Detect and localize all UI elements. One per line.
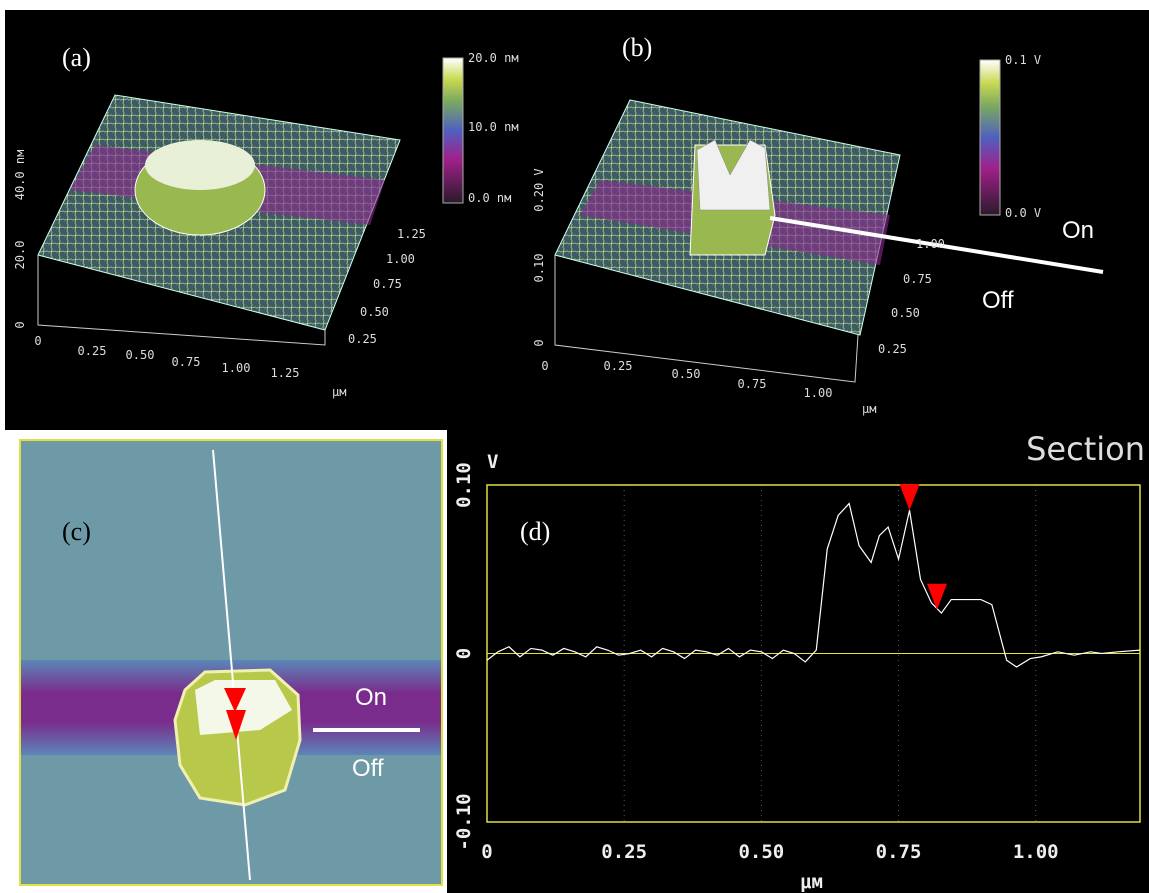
y-axis-label: V [487,451,498,473]
x-tick-label: 0 [541,359,548,373]
panel-label: (c) [62,517,91,546]
z-tick-label: 0 [532,339,546,346]
x-tick-label: 0.75 [738,377,767,391]
unit-label: μм [332,385,346,399]
x-tick-label: 0 [34,334,41,348]
y-tick-label: 1.25 [397,227,426,241]
x-tick-label: 0.75 [876,841,922,863]
y-tick-label: 0.25 [348,332,377,346]
x-tick-label: 1.00 [804,386,833,400]
z-tick-label: 40.0 nм [13,150,27,201]
section-background [447,430,1149,893]
panel-label: (a) [62,43,91,72]
y-tick-label: 0 [453,648,475,659]
y-tick-label: 0.25 [878,342,907,356]
chart-title: Section [1026,430,1145,468]
colorbar-label: 20.0 nм [468,51,519,65]
y-tick-label: 0.10 [453,462,475,508]
annotation: On [355,684,387,711]
x-tick-label: 0.75 [172,355,201,369]
image-c [20,440,442,885]
y-tick-label: 0.75 [903,272,932,286]
y-tick-label: 1.00 [916,237,945,251]
colorbar-b [980,60,1000,215]
y-tick-label: 0.50 [360,305,389,319]
colorbar-label: 0.1 V [1005,53,1041,67]
annotation: On [1062,217,1094,244]
x-tick-label: 0.50 [672,367,701,381]
z-tick-label: 0 [13,321,27,328]
unit-label: μм [862,402,876,416]
panel-label: (b) [622,33,652,62]
x-tick-label: 1.00 [222,361,251,375]
x-tick-label: 0.50 [738,841,784,863]
x-axis-label: μм [800,871,823,893]
annotation: Off [982,287,1014,314]
annotation: Off [352,755,384,782]
z-tick-label: 0.20 V [532,168,546,211]
x-tick-label: 0.25 [601,841,647,863]
z-tick-label: 20.0 [13,241,27,270]
y-tick-label: 1.00 [386,252,415,266]
figure: Section (d) Vμм -0.10 0 0.10 0 0.25 0.50 0.75 1.00… [0,0,1149,893]
y-tick-label: 0.75 [373,277,402,291]
colorbar-label: 0.0 nм [468,191,511,205]
x-tick-label: 1.25 [271,366,300,380]
x-tick-label: 0.25 [604,359,633,373]
x-tick-label: 1.00 [1013,841,1059,863]
x-tick-label: 0.50 [126,348,155,362]
colorbar-label: 10.0 nм [468,120,519,134]
x-tick-label: 0.25 [78,344,107,358]
panel-label: (d) [520,517,550,546]
colorbar-label: 0.0 V [1005,206,1041,220]
colorbar-a [443,58,463,203]
z-tick-label: 0.10 [532,254,546,283]
y-tick-label: 0.50 [891,306,920,320]
y-tick-label: -0.10 [453,793,475,850]
x-tick-label: 0 [481,841,492,863]
